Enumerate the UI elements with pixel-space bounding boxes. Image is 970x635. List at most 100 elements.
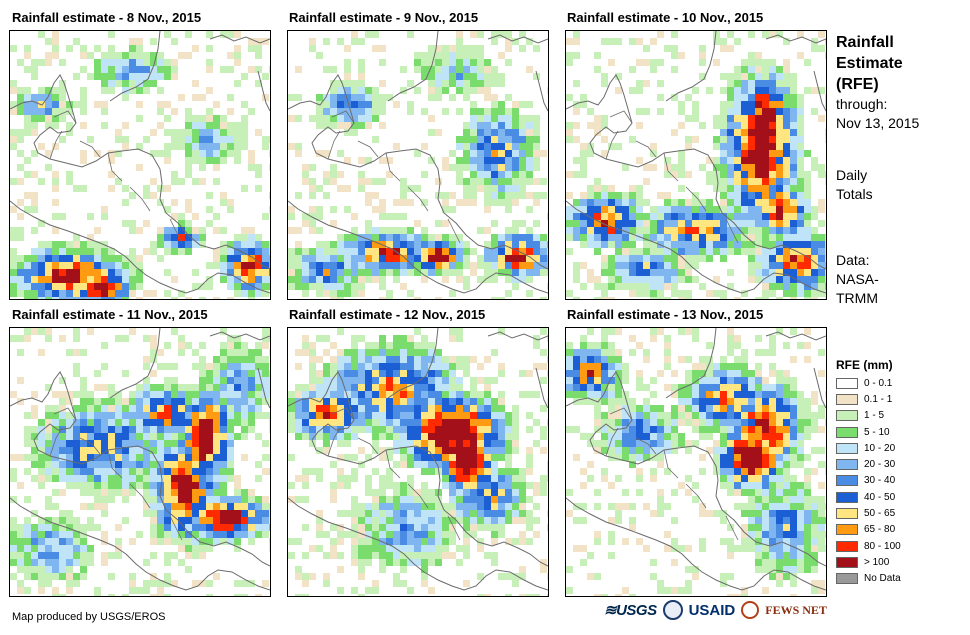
rain-cell [790,573,797,580]
rain-cell [797,94,804,101]
rain-cell [727,433,734,440]
rain-cell [45,503,52,510]
rain-cell [629,199,636,206]
rain-cell [741,356,748,363]
rain-cell [692,398,699,405]
rain-cell [484,503,491,510]
rain-cell [400,269,407,276]
rain-cell [678,171,685,178]
rain-cell [73,580,80,587]
rain-cell [783,531,790,538]
rain-cell [713,510,720,517]
rain-cell [323,552,330,559]
rain-cell [351,545,358,552]
rain-cell [358,510,365,517]
rain-cell [59,276,66,283]
rain-cell [52,115,59,122]
rain-cell [650,164,657,171]
rain-cell [484,255,491,262]
rain-cell [220,454,227,461]
rain-cell [797,164,804,171]
rain-cell [372,108,379,115]
rain-cell [108,297,115,299]
rain-cell [573,269,580,276]
rain-cell [157,66,164,73]
rain-cell [748,503,755,510]
rain-cell [59,108,66,115]
rain-cell [643,80,650,87]
rain-cell [491,475,498,482]
rain-cell [825,276,826,283]
rain-cell [804,276,811,283]
rain-cell [727,101,734,108]
rain-cell [150,335,157,342]
rain-cell [804,220,811,227]
rain-cell [706,248,713,255]
rain-cell [818,206,825,213]
rain-cell [407,185,414,192]
rain-cell [80,248,87,255]
rain-cell [288,412,295,419]
rain-cell [797,566,804,573]
rain-cell [657,419,664,426]
rain-cell [657,192,664,199]
rain-cell [608,234,615,241]
rain-cell [31,115,38,122]
rain-cell [171,136,178,143]
rain-cell [400,356,407,363]
rain-cell [769,405,776,412]
rain-cell [295,363,302,370]
rain-cell [365,255,372,262]
rain-cell [421,573,428,580]
rain-cell [776,164,783,171]
rain-cell [122,185,129,192]
rain-cell [484,475,491,482]
rain-cell [804,342,811,349]
rain-cell [143,363,150,370]
rain-cell [783,552,790,559]
rain-cell [59,377,66,384]
rain-cell [748,538,755,545]
rain-cell [435,419,442,426]
rain-cell [234,405,241,412]
rain-cell [713,454,720,461]
rain-cell [192,405,199,412]
rain-cell [470,150,477,157]
rain-cell [748,143,755,150]
rain-cell [52,297,59,299]
rain-cell [678,356,685,363]
rain-cell [94,66,101,73]
rain-cell [234,412,241,419]
rain-cell [594,276,601,283]
rain-cell [365,94,372,101]
rain-cell [31,66,38,73]
rain-cell [45,87,52,94]
rain-cell [456,80,463,87]
rain-cell [748,241,755,248]
rain-cell [713,412,720,419]
rain-cell [316,241,323,248]
rain-cell [407,538,414,545]
rain-cell [400,335,407,342]
rain-cell [400,545,407,552]
rain-cell [143,503,150,510]
rain-cell [783,342,790,349]
rain-cell [115,255,122,262]
rain-cell [31,447,38,454]
rain-cell [94,440,101,447]
rain-cell [790,129,797,136]
rain-cell [269,164,270,171]
rain-cell [255,461,262,468]
rain-cell [220,510,227,517]
rain-cell [52,503,59,510]
rain-cell [526,269,533,276]
rain-cell [262,440,269,447]
rain-cell [776,482,783,489]
rain-cell [150,342,157,349]
rain-cell [185,510,192,517]
rain-cell [94,255,101,262]
rain-cell [386,433,393,440]
rain-cell [38,461,45,468]
rain-cell [136,262,143,269]
rain-cell [741,115,748,122]
